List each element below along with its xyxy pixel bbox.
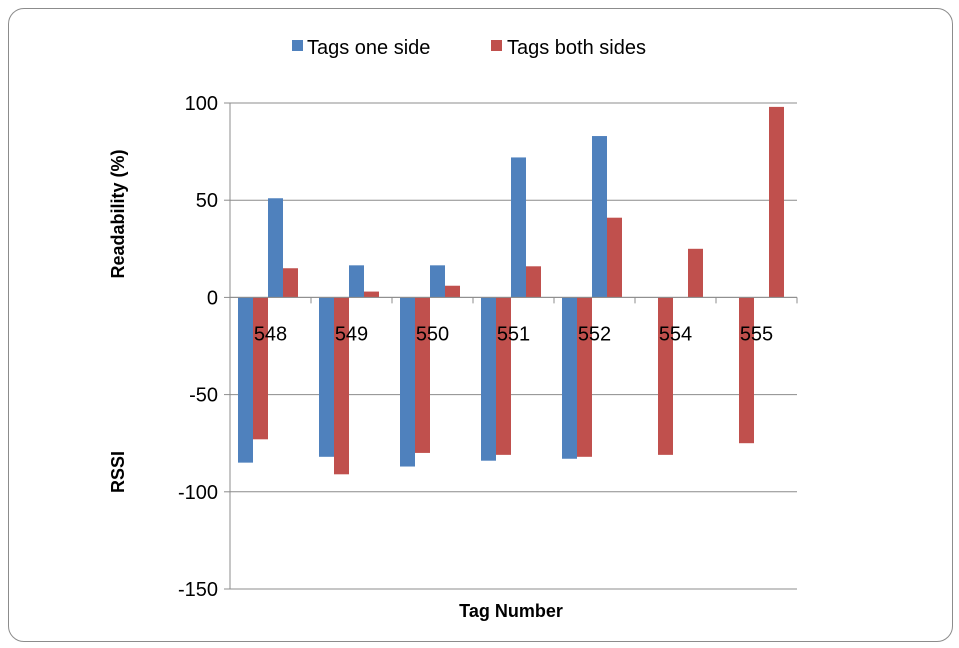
bar-rssi-tags-one-side-548 <box>238 297 253 463</box>
axes <box>224 102 798 590</box>
bar-readability-tags-both-sides-554 <box>688 248 703 298</box>
y-axis-title-readability: Readability (%) <box>108 149 128 278</box>
x-category-label: 551 <box>497 323 530 345</box>
legend: Tags one side Tags both sides <box>292 37 646 59</box>
chart-frame <box>8 8 953 642</box>
x-category-label: 548 <box>254 323 287 345</box>
y-tick-label: -150 <box>178 579 218 601</box>
bar-rssi-tags-both-sides-550 <box>415 297 430 453</box>
x-category-label: 554 <box>659 323 692 345</box>
y-tick-label: -100 <box>178 482 218 504</box>
legend-label-tags-both-sides: Tags both sides <box>507 37 646 59</box>
bar-rssi-tags-one-side-550 <box>400 297 415 467</box>
legend-label-tags-one-side: Tags one side <box>307 37 430 59</box>
bar-rssi-tags-one-side-549 <box>319 297 334 457</box>
y-tick-label: -50 <box>189 385 218 407</box>
bar-readability-tags-one-side-550 <box>430 265 445 298</box>
x-category-label: 552 <box>578 323 611 345</box>
y-tick-label: 0 <box>207 287 218 309</box>
bar-readability-tags-both-sides-551 <box>526 266 541 298</box>
bar-readability-tags-both-sides-552 <box>607 217 622 298</box>
y-tick-label: 50 <box>196 190 218 212</box>
legend-swatch-tags-both-sides <box>491 40 502 51</box>
bar-readability-tags-both-sides-548 <box>283 268 298 298</box>
y-axis-title-rssi: RSSI <box>108 451 128 493</box>
y-tick-label: 100 <box>185 93 218 115</box>
x-category-label: 555 <box>740 323 773 345</box>
legend-swatch-tags-one-side <box>292 40 303 51</box>
bar-rssi-tags-both-sides-554 <box>658 297 673 455</box>
bar-readability-tags-both-sides-555 <box>769 106 784 298</box>
bar-rssi-tags-both-sides-548 <box>253 297 268 440</box>
bar-readability-tags-one-side-549 <box>349 265 364 298</box>
bars <box>238 106 784 475</box>
bar-rssi-tags-both-sides-549 <box>334 297 349 475</box>
x-category-label: 549 <box>335 323 368 345</box>
bar-rssi-tags-both-sides-552 <box>577 297 592 457</box>
bar-rssi-tags-both-sides-551 <box>496 297 511 455</box>
bar-rssi-tags-both-sides-555 <box>739 297 754 444</box>
y-tick-labels: 100 50 0 -50 -100 -150 <box>178 93 218 601</box>
bar-rssi-tags-one-side-552 <box>562 297 577 459</box>
x-category-label: 550 <box>416 323 449 345</box>
bar-readability-tags-one-side-548 <box>268 198 283 298</box>
bar-rssi-tags-one-side-551 <box>481 297 496 461</box>
bar-readability-tags-one-side-552 <box>592 136 607 298</box>
bar-readability-tags-one-side-551 <box>511 157 526 298</box>
x-category-labels: 548 549 550 551 552 554 555 <box>254 323 773 345</box>
bar-readability-tags-both-sides-550 <box>445 285 460 298</box>
x-axis-title: Tag Number <box>459 601 563 621</box>
bar-readability-tags-both-sides-549 <box>364 291 379 298</box>
